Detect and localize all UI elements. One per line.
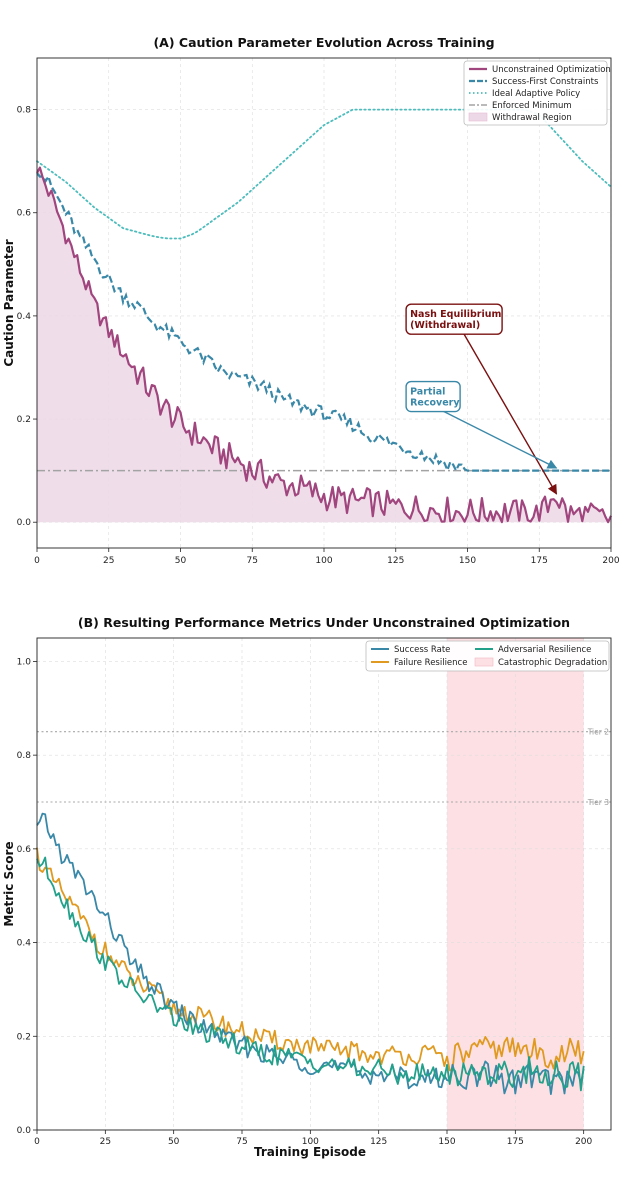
panel-a-title: (A) Caution Parameter Evolution Across T…	[153, 35, 494, 50]
legend-label: Adversarial Resilience	[498, 645, 591, 655]
annotation-box	[405, 303, 503, 335]
x-tick-label: 150	[459, 556, 476, 566]
withdrawal-region	[37, 167, 611, 523]
y-tick-label: 1.0	[17, 657, 32, 667]
legend-label: Enforced Minimum	[492, 101, 572, 111]
y-tick-label: 0.8	[17, 751, 32, 761]
tier-label: Tier 3	[587, 798, 610, 807]
legend-label: Ideal Adaptive Policy	[492, 89, 580, 99]
panel-b-xlabel: Training Episode	[254, 1145, 366, 1159]
x-tick-label: 25	[100, 1137, 111, 1147]
x-tick-label: 0	[34, 1137, 40, 1147]
tier-label: Tier 2	[587, 728, 610, 737]
panel-a-legend: Unconstrained Optimization Success-First …	[463, 60, 611, 126]
legend-label: Withdrawal Region	[492, 113, 572, 123]
x-tick-label: 25	[103, 556, 114, 566]
x-tick-label: 200	[575, 1137, 592, 1147]
y-tick-label: 0.2	[17, 1032, 31, 1042]
x-tick-label: 50	[175, 556, 187, 566]
x-tick-label: 150	[438, 1137, 455, 1147]
y-tick-label: 0.6	[17, 209, 32, 219]
legend-label: Success-First Constraints	[492, 77, 599, 87]
y-tick-label: 0.0	[17, 1126, 32, 1136]
panel-b-ylabel: Metric Score	[2, 841, 16, 926]
legend-label: Success Rate	[394, 645, 450, 655]
unconstrained-line	[36, 166, 612, 524]
x-tick-label: 100	[315, 556, 332, 566]
annotation-arrow	[462, 331, 558, 495]
x-tick-label: 75	[236, 1137, 247, 1147]
panel-b-frame	[36, 637, 612, 1131]
y-tick-label: 0.4	[17, 312, 32, 322]
legend-label: Catastrophic Degradation	[498, 658, 607, 668]
legend-swatch	[468, 112, 488, 122]
x-tick-label: 0	[34, 556, 40, 566]
panel-a: (A) Caution Parameter Evolution Across T…	[2, 35, 620, 566]
y-tick-label: 0.0	[17, 518, 32, 528]
annotation-text: Partial	[410, 387, 445, 398]
x-tick-label: 175	[507, 1137, 524, 1147]
annotation-text: Nash Equilibrium	[410, 309, 501, 320]
annotation-text: Recovery	[410, 398, 460, 409]
y-tick-label: 0.2	[17, 415, 31, 425]
x-tick-label: 125	[387, 556, 404, 566]
x-tick-label: 175	[531, 556, 548, 566]
x-tick-label: 50	[168, 1137, 180, 1147]
failure-resilience-line	[36, 847, 585, 1072]
adversarial-resilience-line	[36, 856, 585, 1092]
x-tick-label: 200	[602, 556, 619, 566]
success-rate-line	[36, 812, 585, 1095]
annotation-text: (Withdrawal)	[410, 320, 480, 331]
legend-label: Failure Resilience	[394, 658, 467, 668]
success-first-line	[36, 172, 611, 474]
panel-a-ylabel: Caution Parameter	[2, 239, 16, 366]
x-tick-label: 100	[302, 1137, 319, 1147]
panel-b-title: (B) Resulting Performance Metrics Under …	[78, 615, 570, 630]
y-tick-label: 0.8	[17, 106, 32, 116]
x-tick-label: 75	[247, 556, 258, 566]
panel-b-legend: Success Rate Adversarial Resilience Failur…	[365, 640, 610, 672]
x-tick-label: 125	[370, 1137, 387, 1147]
y-tick-label: 0.6	[17, 845, 32, 855]
annotation-arrow	[439, 408, 558, 469]
annotation-box	[405, 380, 461, 413]
panel-b: (B) Resulting Performance Metrics Under …	[2, 615, 612, 1159]
legend-swatch	[474, 657, 494, 667]
legend-label: Unconstrained Optimization	[492, 65, 611, 75]
y-tick-label: 0.4	[17, 939, 32, 949]
ideal-policy-line	[36, 108, 612, 240]
